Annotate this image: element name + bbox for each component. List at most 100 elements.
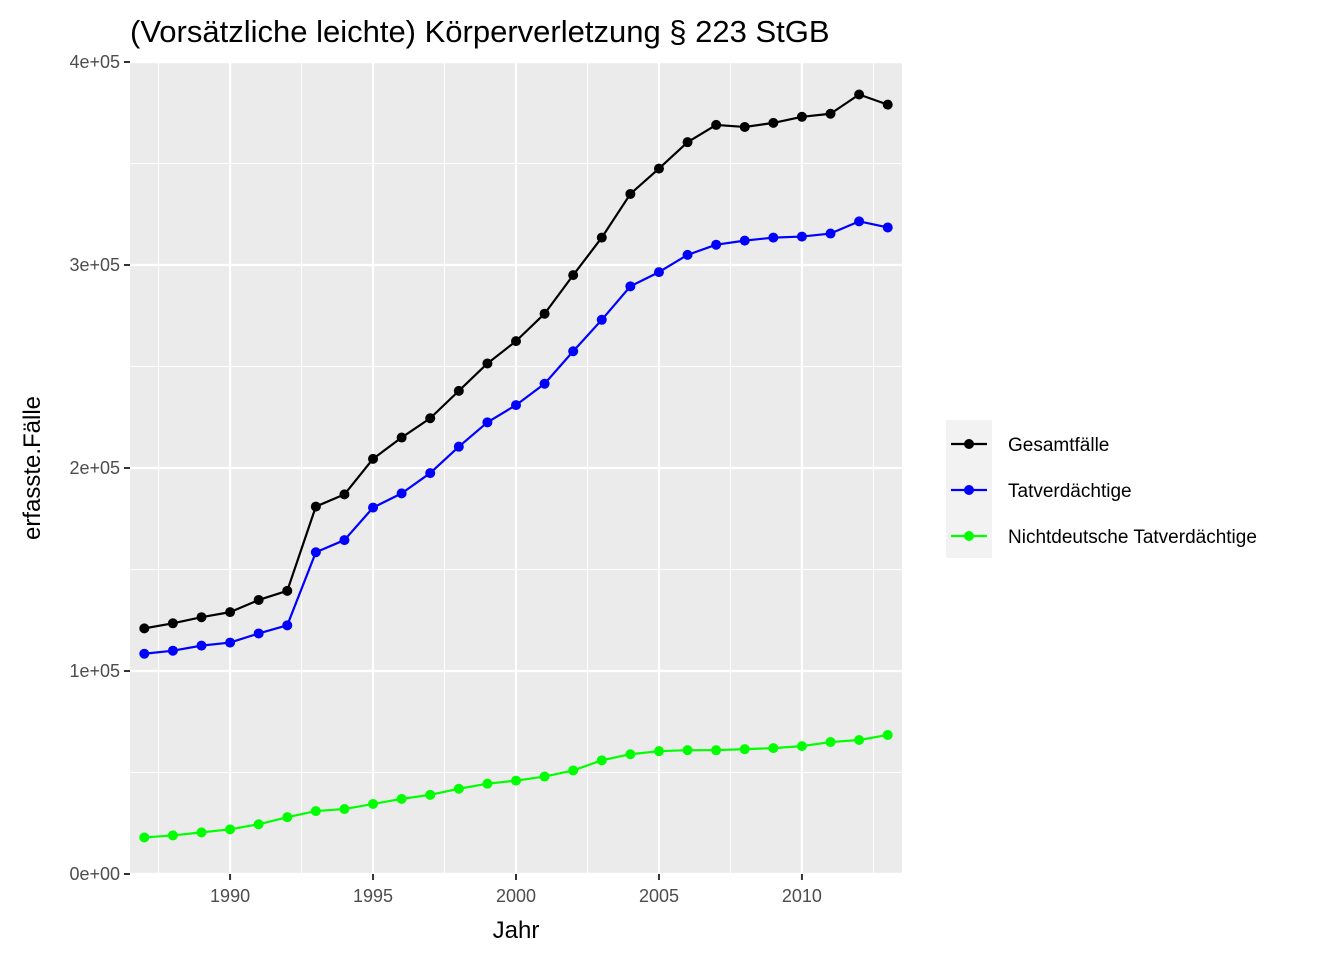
legend: Gesamtfälle Tatverdächtige Nichtdeutsche T…	[946, 420, 1257, 558]
major-gridlines	[130, 60, 902, 876]
data-point	[253, 819, 264, 830]
x-tick-label: 2000	[496, 886, 536, 906]
series-2	[139, 216, 893, 659]
series-1	[139, 89, 893, 634]
series-3	[139, 729, 893, 843]
data-point	[882, 99, 893, 110]
data-point	[253, 594, 264, 605]
data-point	[596, 755, 607, 766]
data-point	[453, 385, 464, 396]
data-point	[653, 267, 664, 278]
y-axis-title: erfasste.Fälle	[19, 396, 46, 540]
data-point	[139, 623, 150, 634]
data-point	[596, 314, 607, 325]
y-tick-label: 3e+05	[69, 255, 120, 275]
data-point	[396, 793, 407, 804]
data-point	[425, 413, 436, 424]
data-point	[539, 378, 550, 389]
data-point	[282, 812, 293, 823]
data-point	[825, 228, 836, 239]
data-point	[339, 489, 350, 500]
series-layer	[139, 89, 893, 843]
data-point	[596, 232, 607, 243]
data-point	[368, 798, 379, 809]
y-tick-label: 1e+05	[69, 661, 120, 681]
data-point	[196, 612, 207, 623]
data-point	[482, 417, 493, 428]
data-point	[796, 111, 807, 122]
data-point	[511, 400, 521, 411]
data-point	[825, 108, 836, 119]
data-point	[825, 737, 836, 748]
data-point	[225, 824, 236, 835]
data-point	[882, 222, 893, 233]
data-point	[711, 745, 722, 756]
data-point	[482, 778, 493, 789]
y-tick-label: 0e+00	[69, 864, 120, 884]
data-point	[167, 618, 178, 629]
chart-title: (Vorsätzliche leichte) Körperverletzung …	[130, 14, 830, 49]
data-point	[539, 308, 550, 319]
legend-item: Gesamtfälle	[951, 435, 1109, 456]
data-point	[139, 832, 150, 843]
legend-label: Nichtdeutsche Tatverdächtige	[1008, 527, 1257, 548]
data-point	[396, 488, 407, 499]
data-point	[482, 358, 493, 369]
data-point	[711, 239, 722, 250]
data-point	[682, 137, 693, 148]
legend-key-point	[964, 439, 974, 449]
data-point	[625, 188, 636, 199]
data-point	[796, 231, 807, 242]
data-point	[368, 453, 379, 464]
data-point	[682, 745, 693, 756]
data-point	[882, 729, 893, 740]
data-point	[167, 830, 178, 841]
data-point	[625, 281, 636, 292]
data-point	[368, 502, 379, 513]
data-point	[511, 336, 521, 347]
x-axis-title: Jahr	[493, 917, 540, 944]
data-point	[310, 806, 321, 817]
data-point	[396, 432, 407, 443]
data-point	[282, 620, 293, 631]
data-point	[282, 585, 293, 596]
data-point	[425, 789, 436, 800]
data-point	[167, 645, 178, 656]
data-point	[539, 771, 550, 782]
legend-key-point	[964, 485, 974, 495]
x-axis: 1990 1995 2000 2005 2010	[210, 874, 822, 906]
data-point	[711, 119, 722, 130]
legend-item: Tatverdächtige	[951, 481, 1132, 502]
data-point	[139, 648, 150, 659]
data-point	[568, 765, 579, 776]
data-point	[739, 744, 750, 755]
data-point	[225, 637, 236, 648]
legend-item: Nichtdeutsche Tatverdächtige	[951, 527, 1257, 548]
legend-label: Gesamtfälle	[1008, 435, 1109, 456]
data-point	[425, 468, 436, 479]
data-point	[339, 535, 350, 546]
data-point	[854, 735, 865, 746]
data-point	[739, 121, 750, 132]
data-point	[339, 804, 350, 815]
data-point	[682, 249, 693, 260]
x-tick-label: 2005	[639, 886, 679, 906]
data-point	[196, 827, 207, 838]
data-point	[568, 270, 579, 281]
data-point	[739, 235, 750, 246]
data-point	[253, 628, 264, 639]
data-point	[196, 640, 207, 651]
legend-label: Tatverdächtige	[1008, 481, 1132, 502]
data-point	[768, 232, 779, 243]
data-point	[453, 783, 464, 794]
data-point	[511, 775, 521, 786]
data-point	[453, 441, 464, 452]
data-point	[310, 547, 321, 558]
data-point	[854, 89, 865, 100]
x-tick-label: 2010	[782, 886, 822, 906]
data-point	[768, 117, 779, 128]
data-point	[310, 501, 321, 512]
data-point	[653, 746, 664, 757]
y-tick-label: 4e+05	[69, 52, 120, 72]
